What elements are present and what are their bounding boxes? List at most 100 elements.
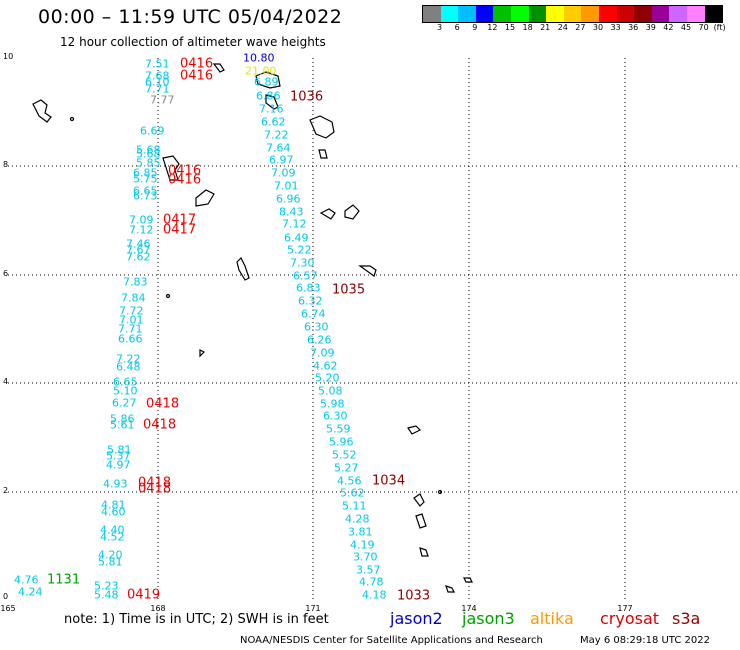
y-tick-label: 2 <box>3 486 9 495</box>
wave-height-value: 6.27 <box>112 396 137 410</box>
wave-height-value: 7.22 <box>116 352 141 366</box>
wave-height-value: 4.56 <box>337 474 362 488</box>
wave-height-value: 7.72 <box>119 304 144 318</box>
wave-height-value: 6.96 <box>276 192 301 206</box>
wave-height-value: 7.09 <box>271 166 296 180</box>
legend-tick-label: 39 <box>645 23 656 32</box>
pass-time-label: 1033 <box>397 588 431 604</box>
wave-height-value: 7.62 <box>126 250 151 264</box>
wave-height-value: 5.08 <box>318 384 343 398</box>
wave-height-value: 10.80 <box>243 51 275 65</box>
wave-height-value: 7.84 <box>121 291 146 305</box>
wave-height-value: 7.01 <box>274 179 299 193</box>
wave-height-value: 4.24 <box>18 585 43 599</box>
wave-height-value: 6.89 <box>254 75 279 89</box>
pass-time-label: 1036 <box>290 89 324 105</box>
wave-height-value: 6.83 <box>296 281 321 295</box>
legend-swatch <box>581 6 599 22</box>
wave-height-value: 6.66 <box>118 332 143 346</box>
legend-swatch <box>563 6 582 22</box>
wave-height-value: 6.32 <box>298 294 323 308</box>
legend-swatch <box>440 6 459 22</box>
wave-height-value: 5.23 <box>94 579 119 593</box>
wave-height-value: 6.49 <box>284 231 309 245</box>
legend-swatch <box>686 6 705 22</box>
color-scale-legend <box>422 5 724 23</box>
legend-tick-label: 45 <box>680 23 692 32</box>
wave-height-value: 4.52 <box>100 530 125 544</box>
wave-height-value: 7.71 <box>118 322 143 336</box>
wave-height-value: 5.68 <box>136 143 161 157</box>
legend-swatch <box>423 6 441 22</box>
wave-height-value: 5.96 <box>329 435 354 449</box>
wave-height-value: 5.86 <box>110 412 135 426</box>
legend-tick-label: 33 <box>610 23 621 32</box>
y-tick-label: 4 <box>3 377 9 386</box>
legend-swatch <box>546 6 564 22</box>
satellite-name: altika <box>530 609 574 628</box>
pass-time-label: 0416 <box>180 68 214 84</box>
wave-height-value: 7.68 <box>145 69 170 83</box>
wave-height-value: 21.00 <box>245 64 277 78</box>
legend-tick-label: 12 <box>487 23 498 32</box>
y-tick-label: 10 <box>3 52 14 61</box>
pass-time-label: 0417 <box>163 212 197 228</box>
pass-time-label: 0416 <box>168 172 202 188</box>
wave-height-value: 7.64 <box>266 141 291 155</box>
wave-height-value: 6.74 <box>301 307 326 321</box>
wave-height-value: 4.18 <box>362 588 387 602</box>
pass-time-label: 1034 <box>372 473 406 489</box>
x-tick-label: 168 <box>150 604 166 613</box>
satellite-name: jason3 <box>462 609 515 628</box>
pass-time-label: 1131 <box>47 572 81 588</box>
wave-height-value: 6.30 <box>323 409 348 423</box>
y-tick-label: 6 <box>3 269 9 278</box>
x-tick-label: 174 <box>461 604 477 613</box>
wave-height-value: 6.62 <box>261 115 286 129</box>
wave-height-value: 7.12 <box>129 223 154 237</box>
wave-height-value: 7.12 <box>282 217 307 231</box>
wave-height-value: 5.10 <box>113 384 138 398</box>
wave-height-value: 5.61 <box>110 418 135 432</box>
pass-time-label: 0418 <box>138 481 172 497</box>
satellite-name: s3a <box>672 609 701 628</box>
generated-timestamp: May 6 08:29:18 UTC 2022 <box>580 635 710 646</box>
pass-time-label: 0418 <box>138 475 172 491</box>
pass-time-label: 0416 <box>180 56 214 72</box>
legend-swatch <box>598 6 617 22</box>
legend-tick-label: 30 <box>592 23 604 32</box>
satellite-name: jason2 <box>390 609 443 628</box>
wave-height-value: 5.52 <box>332 448 357 462</box>
legend-tick-label: 70 <box>698 23 709 32</box>
legend-tick-label: 3 <box>437 23 443 32</box>
map-subtitle: 12 hour collection of altimeter wave hei… <box>60 35 326 49</box>
wave-height-value: 5.22 <box>287 243 312 257</box>
footnote: note: 1) Time is in UTC; 2) SWH is in fe… <box>64 612 329 627</box>
legend-tick-label: 15 <box>504 23 516 32</box>
wave-height-value: 6.26 <box>307 333 332 347</box>
legend-tick-label: 24 <box>557 23 568 32</box>
wave-height-value: 7.71 <box>145 82 170 96</box>
map-canvas <box>8 58 740 600</box>
wave-height-value: 3.70 <box>353 550 378 564</box>
legend-unit: (ft) <box>713 23 726 32</box>
wave-height-value: 8.43 <box>279 205 304 219</box>
legend-tick-label: 9 <box>472 23 478 32</box>
wave-height-value: 5.98 <box>320 397 345 411</box>
wave-height-value: 5.11 <box>342 499 367 513</box>
legend-tick-label: 21 <box>540 23 551 32</box>
wave-height-value: 4.20 <box>98 548 123 562</box>
wave-height-value: 5.81 <box>107 443 132 457</box>
wave-height-value: 6.86 <box>256 89 281 103</box>
legend-tick-labels: 3 6 9 12 15 18 21 24 27 30 33 36 39 42 45 70 (ft) <box>422 23 740 35</box>
wave-height-value: 5.59 <box>326 422 351 436</box>
wave-height-value: 4.81 <box>101 498 126 512</box>
wave-height-value: 6.69 <box>140 124 165 138</box>
legend-tick-label: 27 <box>575 23 586 32</box>
wave-height-value: 4.62 <box>313 359 338 373</box>
wave-height-value: 5.68 <box>136 147 161 161</box>
map-title: 00:00 – 11:59 UTC 05/04/2022 <box>38 6 343 28</box>
wave-height-value: 7.16 <box>259 102 284 116</box>
y-tick-label: 0 <box>3 592 9 601</box>
legend-swatch <box>634 6 652 22</box>
